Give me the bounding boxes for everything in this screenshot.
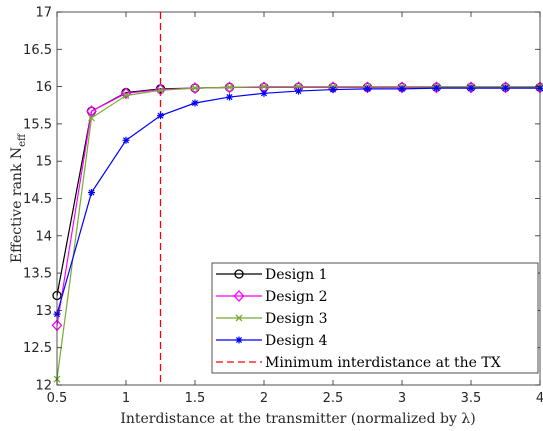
legend-marker: [235, 336, 243, 344]
y-tick-label: 16: [35, 80, 52, 95]
y-tick-label: 17: [35, 6, 52, 21]
data-point-design-4: [191, 99, 199, 107]
data-point-design-4: [157, 112, 164, 120]
legend-entry-design-2: Design 2: [216, 289, 328, 305]
legend-box: [211, 262, 539, 374]
x-tick-label: 4: [536, 391, 543, 406]
x-tick-label: 3: [398, 391, 406, 406]
legend-label: Design 3: [265, 311, 328, 327]
y-tick-label: 14.5: [23, 192, 52, 207]
y-tick-label: 12.5: [23, 341, 52, 356]
data-point-design-2: [224, 81, 235, 94]
data-point-design-2: [431, 81, 442, 94]
y-tick-label: 12: [35, 379, 52, 394]
x-tick-label: 2.5: [323, 391, 344, 406]
legend-entry-design-4: Design 4: [216, 333, 328, 349]
data-point-design-2: [500, 81, 511, 94]
y-axis-label: Effective rank Neff: [9, 133, 28, 263]
y-axis-label-subscript: eff: [17, 133, 28, 147]
legend-entry-design-3: Design 3: [216, 311, 328, 327]
y-tick-label: 13: [35, 304, 52, 319]
legend-marker: [234, 269, 244, 279]
data-point-design-3: [157, 86, 164, 94]
legend-marker: [233, 290, 245, 302]
data-point-design-2: [465, 81, 477, 94]
x-tick-label: 1.5: [185, 391, 206, 406]
data-point-design-4: [433, 84, 440, 92]
legend: Design 1 Design 2 Design 3 Design 4 Minimum …: [211, 262, 539, 374]
legend-label: Minimum interdistance at the TX: [265, 355, 501, 371]
y-tick-label: 14: [35, 229, 52, 244]
data-point-design-2: [396, 81, 408, 94]
data-point-design-3: [191, 84, 199, 92]
y-axis-label-main: Effective rank N: [9, 147, 25, 263]
data-point-design-4: [122, 136, 130, 144]
legend-label: Design 4: [265, 333, 328, 349]
x-tick-label: 1: [122, 391, 130, 406]
y-tick-label: 16.5: [23, 43, 52, 58]
data-point-design-4: [329, 86, 337, 94]
data-point-design-4: [364, 85, 371, 93]
data-point-design-4: [260, 89, 268, 97]
x-tick-label: 0.5: [47, 391, 68, 406]
legend-label: Design 2: [265, 289, 328, 305]
data-point-design-2: [189, 82, 201, 95]
data-point-design-3: [260, 83, 268, 91]
data-point-design-2: [362, 81, 373, 94]
x-axis-label: Interdistance at the transmitter (normal…: [120, 411, 475, 427]
x-tick-label: 2: [260, 391, 268, 406]
data-point-design-3: [88, 114, 95, 122]
legend-label: Design 1: [265, 267, 328, 283]
data-point-design-4: [502, 84, 509, 92]
data-point-design-2: [86, 105, 97, 118]
y-tick-label: 15: [35, 155, 52, 170]
data-point-design-4: [467, 84, 475, 92]
data-point-design-4: [398, 85, 406, 93]
data-point-design-2: [120, 87, 132, 100]
data-point-design-3: [122, 92, 130, 100]
legend-entry-design-1: Design 1: [216, 267, 328, 283]
legend-marker: [235, 314, 243, 322]
legend-entry-minimum-interdistance-at-the-tx: Minimum interdistance at the TX: [216, 355, 501, 371]
data-point-design-4: [88, 189, 95, 197]
y-tick-label: 13.5: [23, 267, 52, 282]
data-point-design-4: [226, 93, 233, 101]
y-tick-label: 15.5: [23, 117, 52, 132]
x-tick-label: 3.5: [461, 391, 482, 406]
data-point-design-3: [226, 83, 233, 91]
data-point-design-4: [295, 87, 302, 95]
